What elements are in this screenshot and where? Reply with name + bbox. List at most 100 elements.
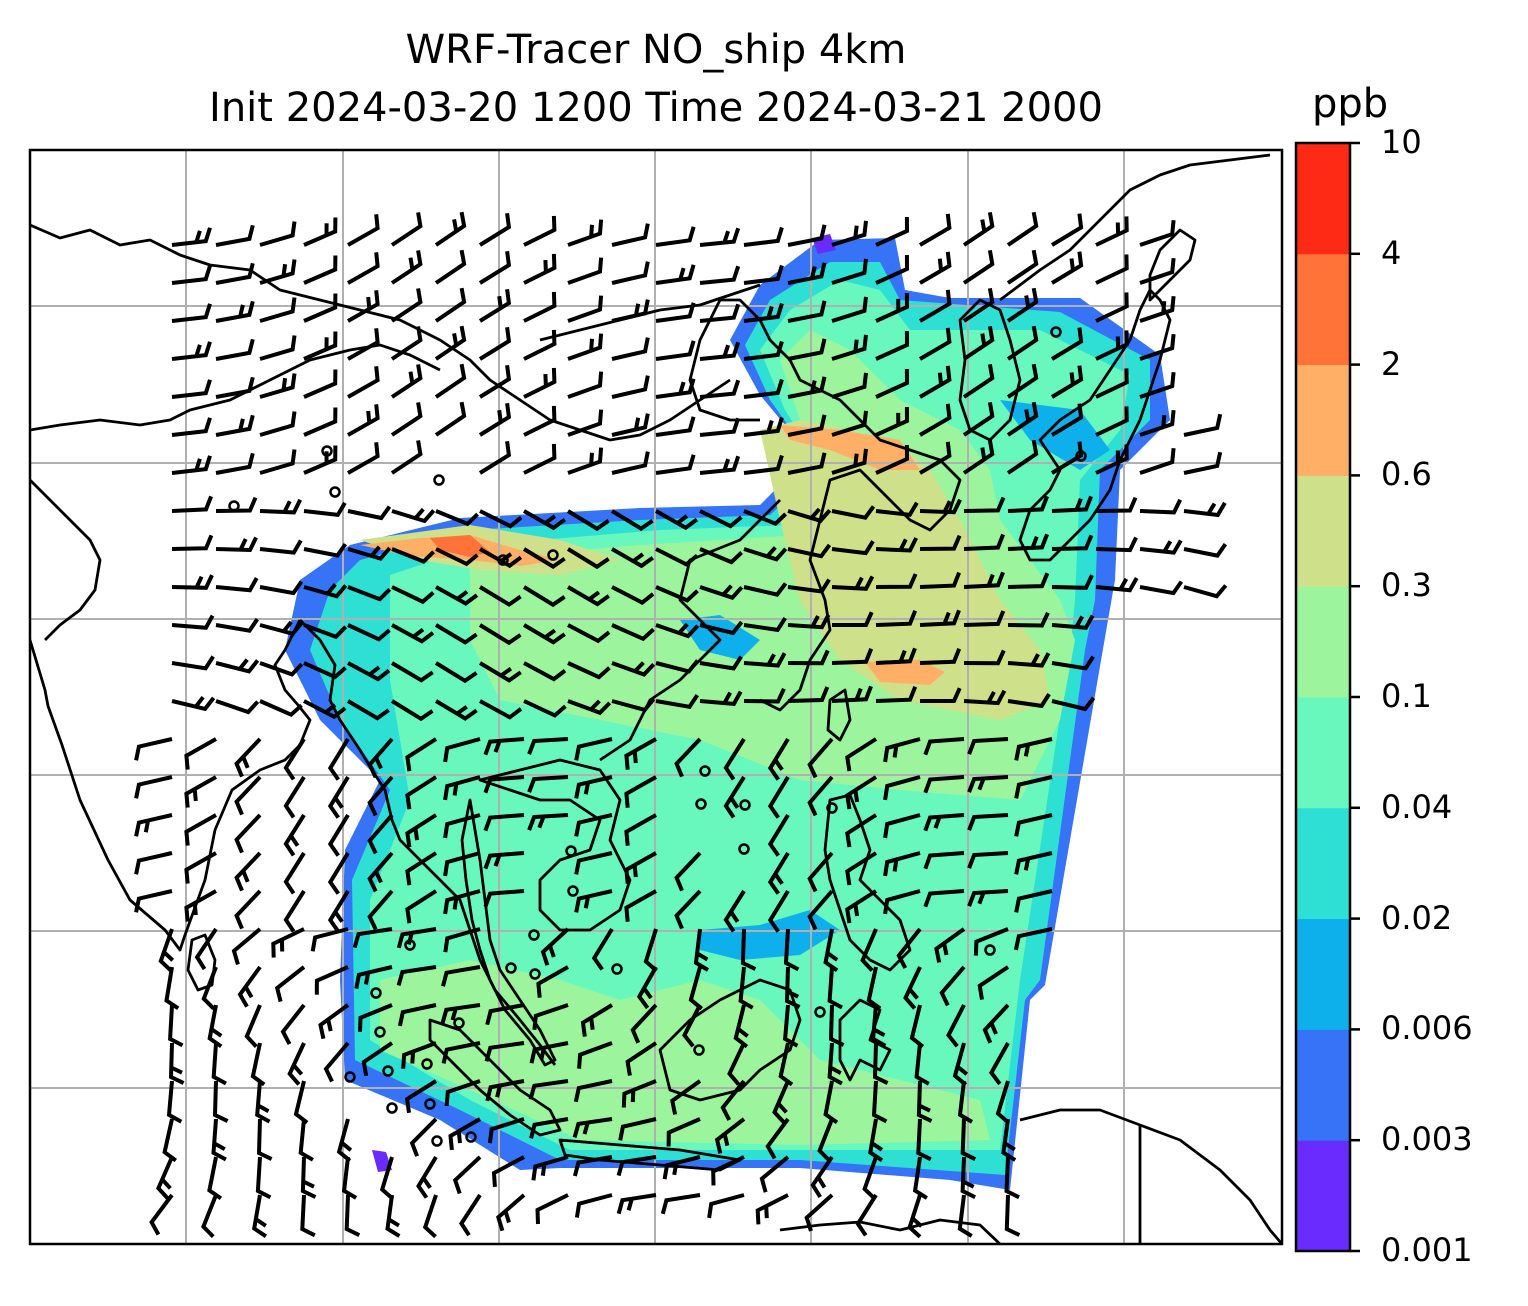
wind-barb <box>567 219 604 247</box>
wind-barb <box>259 620 304 637</box>
borneo <box>658 978 802 1102</box>
wind-barb <box>875 573 918 589</box>
wind-barb <box>868 1118 884 1162</box>
wind-barb <box>611 261 650 285</box>
wind-barb <box>573 1079 613 1103</box>
wind-barb <box>919 498 962 515</box>
wind-barb <box>158 928 175 973</box>
wind-barb <box>171 655 215 671</box>
wind-barb <box>567 699 612 716</box>
wind-barb <box>662 1155 701 1180</box>
wind-barb <box>347 404 380 437</box>
wind-barb <box>977 965 1010 1000</box>
wind-barb <box>572 1117 613 1138</box>
wind-barb <box>354 965 393 989</box>
colorbar-unit: ppb <box>1312 81 1389 127</box>
wind-barb <box>743 546 788 562</box>
wind-barb <box>390 326 423 361</box>
wind-barb <box>434 401 467 437</box>
wind-barb <box>1014 737 1053 761</box>
wind-barb <box>327 737 350 781</box>
wind-barb <box>1139 447 1176 475</box>
wind-barb <box>1139 580 1184 596</box>
wind-barb <box>237 965 262 1008</box>
tracer-patch-1 <box>372 1150 392 1172</box>
wind-barb <box>860 928 878 972</box>
wind-barb <box>611 585 655 605</box>
wind-barb <box>845 889 878 924</box>
wind-barb <box>259 449 297 475</box>
wind-barb <box>995 1080 1010 1125</box>
wind-barb <box>283 813 306 857</box>
wind-barb <box>303 661 347 680</box>
wind-barb <box>567 623 611 644</box>
wind-barb <box>215 452 255 475</box>
wind-barb <box>591 927 614 971</box>
calm-wind-circle <box>431 1135 443 1147</box>
indochina <box>478 758 632 932</box>
wind-barb <box>215 617 259 633</box>
wind-barb <box>478 365 512 399</box>
map-title-line-1: WRF-Tracer NO_ship 4km <box>405 27 907 73</box>
wind-barb <box>303 217 338 247</box>
wind-barb <box>347 623 391 642</box>
calm-wind-circle <box>433 474 445 486</box>
wind-barb <box>912 1156 928 1200</box>
wind-barb <box>405 775 438 810</box>
wind-barb <box>787 338 827 361</box>
wind-barb <box>215 338 255 361</box>
wind-barb <box>404 1079 438 1114</box>
wind-barb <box>875 330 910 361</box>
wind-barb <box>523 699 567 718</box>
wind-barb <box>1139 295 1176 323</box>
wind-barb <box>164 966 180 1010</box>
wind-barb <box>341 1156 358 1200</box>
wind-barb <box>567 447 604 475</box>
wind-barb <box>845 851 878 886</box>
wind-barb <box>827 966 843 1010</box>
wind-barb <box>743 454 784 475</box>
wind-barb <box>1050 365 1084 399</box>
wind-barb <box>610 509 654 531</box>
map-title-line-2: Init 2024-03-20 1200 Time 2024-03-21 200… <box>209 85 1103 131</box>
wind-barb <box>459 1193 482 1237</box>
calm-wind-circle <box>453 1017 465 1029</box>
wind-barb <box>962 401 995 437</box>
calm-wind-circle <box>497 554 509 566</box>
wind-barb <box>303 369 338 399</box>
wind-barb <box>1004 1194 1021 1237</box>
wind-barb <box>743 652 787 668</box>
wind-barb <box>441 965 481 987</box>
wind-barb <box>611 375 650 399</box>
wind-barb <box>1014 851 1053 875</box>
wind-barb <box>1051 495 1093 513</box>
wind-barb <box>918 213 952 247</box>
wind-barb <box>1050 403 1084 437</box>
wind-barb <box>957 1194 973 1238</box>
wind-barb <box>783 928 800 972</box>
wind-barb <box>300 1194 316 1238</box>
wind-barb <box>1095 444 1129 475</box>
colorbar-tick-label: 0.02 <box>1381 898 1453 937</box>
calm-wind-circle <box>424 1098 436 1110</box>
wind-barb <box>231 927 262 965</box>
wind-barb <box>134 775 173 799</box>
wind-barb <box>318 1003 350 1040</box>
colorbar-level-0 <box>1296 1140 1350 1252</box>
wind-barb <box>611 299 650 323</box>
calm-wind-circle <box>984 944 996 956</box>
calm-wind-circle <box>611 963 623 975</box>
wind-barb <box>655 264 696 285</box>
wind-barb <box>207 1004 223 1049</box>
colorbar-tick-label: 0.6 <box>1381 455 1432 494</box>
wind-barb <box>303 542 348 558</box>
wind-barb <box>574 737 613 761</box>
calm-wind-circle <box>528 929 540 941</box>
wind-barb <box>171 303 212 323</box>
colorbar-level-6 <box>1296 475 1350 587</box>
wind-barb <box>787 376 827 399</box>
wind-barb <box>1095 368 1129 399</box>
wind-barb <box>256 1118 273 1161</box>
wind-barb <box>347 545 392 561</box>
japan-north <box>1148 228 1197 302</box>
